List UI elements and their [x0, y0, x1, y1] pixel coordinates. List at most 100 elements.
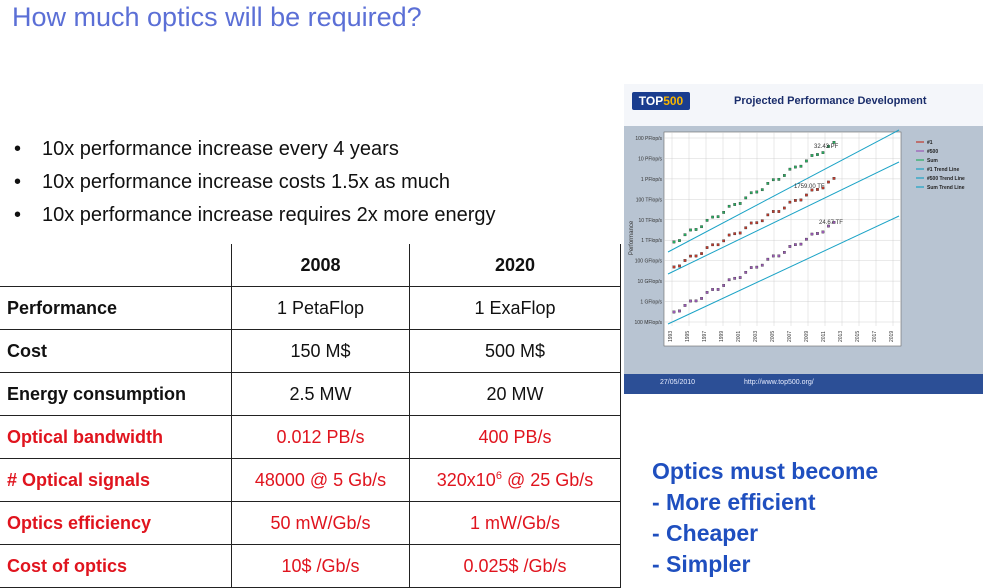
bullet-dot-icon: •: [14, 204, 22, 226]
row-label: Energy consumption: [0, 372, 232, 416]
n1-point: [722, 239, 726, 243]
sum-point: [700, 225, 703, 229]
cell-2020: 0.025$ /Gb/s: [409, 544, 621, 588]
bullet-item: • 10x performance increase requires 2x mo…: [14, 199, 496, 232]
cell-2008: 150 M$: [231, 329, 410, 373]
n500-point: [771, 254, 775, 258]
n500-point: [711, 288, 714, 291]
cell-2008: 0.012 PB/s: [231, 415, 410, 459]
slide-title: How much optics will be required?: [12, 2, 422, 32]
cell-2020: 20 MW: [409, 372, 621, 416]
n1-point: [805, 193, 808, 197]
comparison-table: 2008 2020 Performance 1 PetaFlop 1 ExaFl…: [0, 244, 621, 588]
top500-logo: TOP500: [632, 92, 690, 110]
n1-point: [799, 198, 803, 202]
sum-point: [755, 190, 759, 194]
y-tick-label: 10 TFlop/s: [638, 218, 662, 224]
row-label: # Optical signals: [0, 458, 232, 502]
sum-point: [705, 218, 709, 222]
n500-point: [782, 251, 786, 254]
sum-point: [788, 167, 792, 171]
cell-2020: 320x106 @ 25 Gb/s: [409, 458, 621, 502]
table-row: Cost of optics 10$ /Gb/s 0.025$ /Gb/s: [0, 544, 621, 588]
top500-footer: 27/05/2010 http://www.top500.org/: [624, 374, 983, 394]
table-header-2020: 2020: [409, 244, 621, 287]
sum-point: [683, 233, 687, 237]
n500-point: [788, 245, 792, 248]
n1-point: [700, 252, 703, 255]
legend-label: Sum: [927, 158, 938, 164]
bullet-item: • 10x performance increase every 4 years: [14, 133, 496, 166]
n500-point: [744, 270, 748, 274]
n500-point: [755, 265, 759, 269]
y-tick-label: 100 GFlop/s: [635, 259, 663, 265]
legend-label: Sum Trend Line: [927, 185, 965, 191]
bullet-list: • 10x performance increase every 4 years …: [14, 133, 496, 232]
n1-point: [727, 233, 731, 237]
legend-label: #500: [927, 149, 938, 155]
top500-header: TOP500 Projected Performance Development: [624, 84, 983, 126]
sum-point: [727, 204, 731, 208]
cell-2020: 500 M$: [409, 329, 621, 373]
x-tick-label: 2009: [804, 331, 810, 342]
n1-point: [694, 254, 698, 258]
y-tick-label: 1 TFlop/s: [641, 238, 662, 244]
n1-point: [683, 259, 687, 262]
n1-point: [705, 246, 709, 249]
table-row: Optical bandwidth 0.012 PB/s 400 PB/s: [0, 415, 621, 459]
sum-point: [810, 154, 814, 157]
cell-2020-rest: @ 25 Gb/s: [501, 469, 594, 490]
x-tick-label: 2007: [787, 331, 793, 342]
n500-point: [832, 221, 836, 224]
sum-point: [689, 228, 692, 232]
x-tick-label: 1997: [702, 331, 708, 342]
sum-point: [794, 165, 797, 169]
x-tick-label: 1995: [685, 331, 691, 342]
x-tick-label: 2003: [753, 331, 759, 342]
n1-point: [760, 219, 764, 223]
row-label: Cost: [0, 329, 232, 373]
annotation-label: 24.67 TF: [819, 220, 843, 226]
n1-point: [733, 232, 737, 236]
footer-url: http://www.top500.org/: [744, 379, 814, 386]
optics-point: - Cheaper: [652, 520, 759, 546]
table-header-2008: 2008: [231, 244, 410, 287]
n500-point: [760, 263, 764, 267]
n500-point: [738, 276, 742, 279]
plot-legend: #1 #500 Sum #1 Trend Line #500 Trend Line Sum…: [916, 140, 965, 191]
annotation-label: 1759.00 TF: [794, 184, 825, 190]
y-tick-label: 100 PFlop/s: [635, 136, 662, 142]
plot-grid: [664, 132, 901, 326]
table-row: Performance 1 PetaFlop 1 ExaFlop: [0, 286, 621, 330]
n1-point: [788, 200, 792, 204]
n1-point: [749, 221, 753, 225]
n500-point: [821, 230, 825, 234]
n500-point: [799, 242, 803, 246]
n500-point: [705, 291, 709, 294]
cell-2020-exponent: 6: [495, 469, 502, 482]
n1-point: [771, 210, 775, 213]
sum-point: [694, 228, 698, 231]
x-tick-label: 2015: [855, 331, 861, 342]
top500-plot: 100 PFlop/s 10 PFlop/s 1 PFlop/s 100 TFlop/…: [629, 129, 965, 347]
row-label: Performance: [0, 286, 232, 330]
n500-point: [700, 297, 703, 300]
n500-point: [678, 309, 681, 313]
optics-point: - Simpler: [652, 551, 751, 577]
cell-2008: 2.5 MW: [231, 372, 410, 416]
x-tick-label: 2001: [736, 331, 742, 342]
n500-point: [749, 266, 753, 269]
sum-point: [711, 215, 714, 219]
table-header-empty: [0, 244, 232, 287]
n1-point: [821, 186, 825, 190]
n500-point: [766, 257, 770, 261]
x-tick-label: 2017: [872, 331, 878, 342]
cell-2008: 48000 @ 5 Gb/s: [231, 458, 410, 502]
y-tick-label: 10 PFlop/s: [638, 156, 662, 162]
n500-point: [827, 224, 830, 228]
cell-2020: 1 ExaFlop: [409, 286, 621, 330]
n1-point: [711, 243, 714, 247]
sum-point: [738, 202, 742, 205]
table-row: # Optical signals 48000 @ 5 Gb/s 320x106…: [0, 458, 621, 502]
n500-point: [810, 232, 814, 236]
